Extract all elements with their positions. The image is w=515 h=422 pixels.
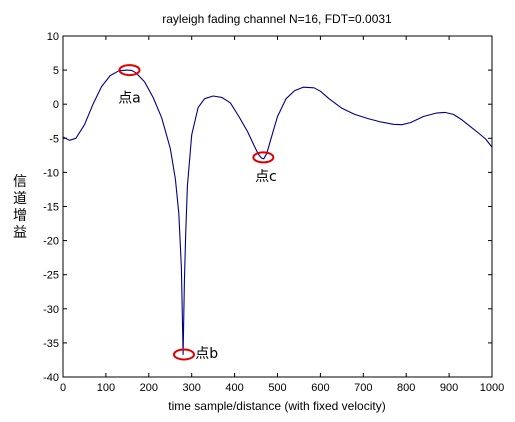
x-tick-label: 900: [440, 382, 458, 394]
annotation-marker: [252, 151, 275, 164]
chart-title: rayleigh fading channel N=16, FDT=0.0031: [162, 12, 392, 26]
y-tick-label: 10: [47, 31, 59, 43]
y-tick-label: -35: [43, 338, 59, 350]
y-tick-label: -5: [49, 133, 59, 145]
y-axis-label-char: 益: [13, 225, 27, 241]
y-axis-label-char: 道: [13, 191, 27, 207]
series-line: [62, 69, 493, 356]
y-tick-label: -20: [43, 236, 59, 248]
x-tick-label: 700: [354, 382, 372, 394]
y-tick-label: 0: [53, 99, 59, 111]
x-tick-label: 300: [183, 382, 201, 394]
y-axis-label-char: 增: [13, 208, 27, 224]
y-axis: 10 5 0 -5 -10 -15 -20 -25 -30 -35 -40: [43, 31, 492, 384]
plot-area: [62, 35, 493, 378]
annotation-label: 点b: [195, 346, 218, 362]
y-axis-label-char: 信: [13, 174, 27, 190]
y-tick-label: -40: [43, 372, 59, 384]
y-tick-label: -25: [43, 270, 59, 282]
y-tick-label: -10: [43, 167, 59, 179]
x-tick-label: 500: [268, 382, 286, 394]
y-tick-label: -15: [43, 202, 59, 214]
x-tick-label: 800: [397, 382, 415, 394]
annotation-label: 点a: [118, 90, 141, 106]
x-tick-label: 400: [225, 382, 243, 394]
x-tick-label: 600: [311, 382, 329, 394]
y-tick-label: 5: [53, 65, 59, 77]
y-tick-label: -30: [43, 304, 59, 316]
x-tick-label: 1000: [480, 382, 504, 394]
x-axis-label: time sample/distance (with fixed velocit…: [168, 399, 385, 413]
x-tick-label: 0: [60, 382, 66, 394]
x-tick-label: 100: [97, 382, 115, 394]
annotation-marker: [172, 348, 195, 361]
annotations: 点a 点b 点c: [118, 64, 277, 362]
series-group: [62, 69, 493, 356]
annotation-label: 点c: [255, 169, 277, 185]
annotation-marker: [118, 64, 141, 77]
x-tick-label: 200: [140, 382, 158, 394]
x-axis: 0 100 200 300 400 500 600 700 800 900 1000: [60, 36, 504, 394]
